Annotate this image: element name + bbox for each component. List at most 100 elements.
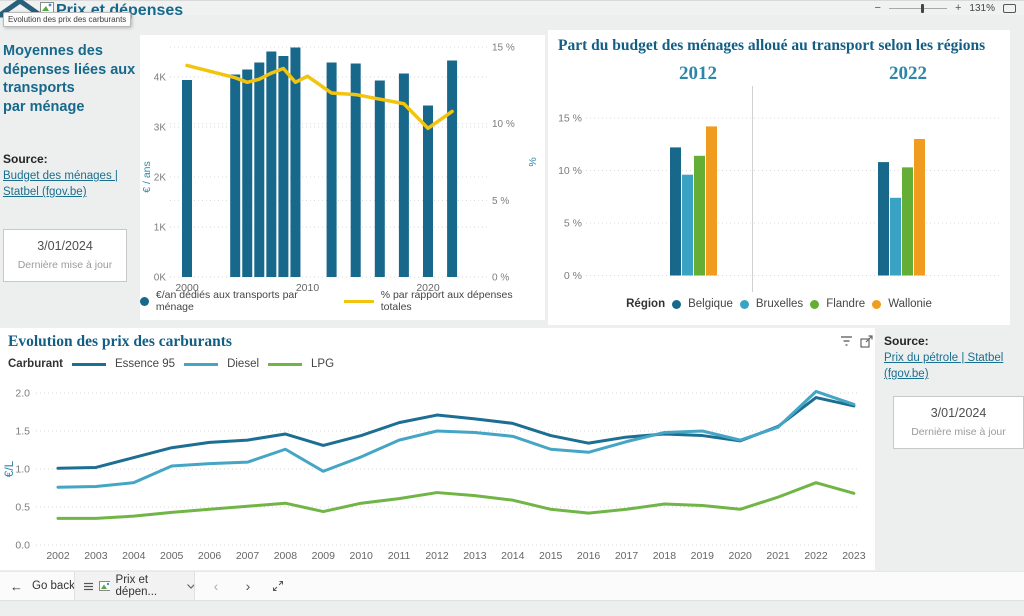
axis-label: 10 % xyxy=(492,119,515,130)
bar-2018[interactable] xyxy=(398,73,409,278)
bar-wallonie-2022[interactable] xyxy=(914,139,925,276)
regions-chart[interactable]: 0 % 5 % 10 % 15 % xyxy=(548,30,1010,296)
axis-label: 0 % xyxy=(564,270,582,282)
axis-label: 2003 xyxy=(84,550,108,562)
zoom-level: 131% xyxy=(969,2,995,14)
left-source-link[interactable]: Budget des ménages | Statbel (fgov.be) xyxy=(3,170,118,199)
bar-series-label: €/an dédiés aux transports par ménage xyxy=(155,289,298,313)
bar-2007[interactable] xyxy=(266,51,277,278)
bar-2004[interactable] xyxy=(230,74,241,278)
fuel-chart[interactable]: 0.0 0.5 1.0 1.5 2.0 2002 2003 2004 2005 2006 2007 2… xyxy=(0,328,875,570)
right-source-link[interactable]: Prix du pétrole | Statbel (fgov.be) xyxy=(884,352,1004,381)
zoom-in-button[interactable]: + xyxy=(954,1,962,14)
zoom-slider[interactable] xyxy=(888,3,947,13)
axis-label: 2020 xyxy=(416,282,440,294)
fit-to-page-button[interactable] xyxy=(268,572,288,600)
bar-bruxelles-2022[interactable] xyxy=(890,197,901,276)
tab-page-icon xyxy=(99,581,110,591)
essence-label: Essence 95 xyxy=(114,358,176,370)
axis-label: 0K xyxy=(154,273,167,284)
bar-2014[interactable] xyxy=(350,63,361,278)
axis-label: 3K xyxy=(154,123,167,134)
bar-belgique-2022[interactable] xyxy=(878,162,889,276)
last-updated-card-left: 3/01/2024 Dernière mise à jour xyxy=(3,229,127,282)
bar-2009[interactable] xyxy=(290,47,301,278)
filter-icon[interactable] xyxy=(840,335,854,348)
axis-label: 2011 xyxy=(388,550,411,562)
bar-belgique-2012[interactable] xyxy=(670,147,681,276)
line-diesel[interactable] xyxy=(56,389,856,489)
axis-label: 2002 xyxy=(46,550,70,562)
bar-2008[interactable] xyxy=(278,56,289,277)
bar-2006[interactable] xyxy=(254,62,265,278)
page-tab[interactable]: Prix et dépen... xyxy=(75,572,195,600)
diesel-swatch xyxy=(184,362,219,366)
zoom-slider-handle[interactable] xyxy=(920,3,924,13)
flandre-swatch xyxy=(810,299,820,309)
axis-label: 2004 xyxy=(122,550,146,562)
updated-label: Dernière mise à jour xyxy=(17,259,113,271)
go-back-label: Go back xyxy=(32,580,75,592)
axis-label: 2K xyxy=(154,173,167,184)
axis-label: 2005 xyxy=(160,550,184,562)
diesel-label: Diesel xyxy=(227,358,260,370)
bar-wallonie-2012[interactable] xyxy=(706,126,717,276)
fit-to-width-icon[interactable] xyxy=(1003,3,1016,13)
group-header-2012: 2012 xyxy=(679,63,717,84)
regions-legend-title: Région xyxy=(626,298,666,310)
next-page-button[interactable]: › xyxy=(236,572,260,600)
bar-2012[interactable] xyxy=(326,62,337,278)
panel-separator xyxy=(752,86,753,292)
expenses-legend: €/an dédiés aux transports par ménage % … xyxy=(140,289,545,313)
expenses-chart-card: 0K 1K 2K 3K 4K 0 % 5 % 10 % 15 % 2000 2010 2020 € / … xyxy=(140,35,545,320)
y-right-axis-title: % xyxy=(527,157,539,166)
axis-label: 2013 xyxy=(463,550,487,562)
line-series-swatch xyxy=(343,299,374,303)
axis-label: 2018 xyxy=(653,550,677,562)
axis-label: 1K xyxy=(154,223,167,234)
axis-label: 15 % xyxy=(558,113,582,125)
bar-2016[interactable] xyxy=(374,80,385,278)
bar-2000[interactable] xyxy=(182,80,192,277)
zoom-out-button[interactable]: − xyxy=(874,1,881,14)
prev-page-button[interactable]: ‹ xyxy=(204,572,228,600)
updated-date: 3/01/2024 xyxy=(37,239,93,253)
axis-label: 2007 xyxy=(236,550,260,562)
bottom-toolbar: ← Go back Prix et dépen... ‹ › xyxy=(0,571,1024,601)
bar-2005[interactable] xyxy=(242,69,253,278)
bar-series-swatch xyxy=(140,296,149,306)
line-lpg[interactable] xyxy=(56,481,856,520)
line-essence-95[interactable] xyxy=(56,396,856,470)
essence-swatch xyxy=(71,362,106,366)
fuel-legend: Carburant Essence 95 Diesel LPG xyxy=(8,358,334,370)
updated-label: Dernière mise à jour xyxy=(911,426,1006,438)
axis-label: 10 % xyxy=(558,165,582,177)
expenses-chart[interactable]: 0K 1K 2K 3K 4K 0 % 5 % 10 % 15 % 2000 2010 2020 € / … xyxy=(140,35,545,297)
bruxelles-label: Bruxelles xyxy=(755,298,804,310)
bar-flandre-2012[interactable] xyxy=(694,155,705,276)
go-back-button[interactable]: ← Go back xyxy=(10,572,75,600)
focus-mode-icon[interactable] xyxy=(860,335,874,348)
axis-label: 0 % xyxy=(492,273,509,284)
bar-bruxelles-2012[interactable] xyxy=(682,174,693,276)
axis-label: 0.5 xyxy=(15,502,30,514)
updated-date: 3/01/2024 xyxy=(930,406,987,420)
bar-2020[interactable] xyxy=(423,105,433,278)
axis-label: 2023 xyxy=(842,550,866,562)
back-arrow-icon: ← xyxy=(10,578,23,594)
axis-label: 2015 xyxy=(539,550,563,562)
chevron-down-icon xyxy=(187,583,195,589)
axis-label: 2019 xyxy=(691,550,715,562)
belgique-swatch xyxy=(672,299,682,309)
axis-label: 2014 xyxy=(501,550,525,562)
regions-chart-card: Part du budget des ménages alloué au tra… xyxy=(548,30,1010,325)
pct-line[interactable] xyxy=(185,63,454,131)
bar-2022[interactable] xyxy=(447,60,458,278)
axis-label: 5 % xyxy=(564,218,582,230)
toolbar-separator xyxy=(194,572,195,600)
status-bar: − + 131% xyxy=(0,0,1024,15)
axis-label: 2.0 xyxy=(15,388,30,400)
bar-flandre-2022[interactable] xyxy=(902,167,913,276)
axis-label: 2021 xyxy=(766,550,790,562)
right-source-label: Source: Prix du pétrole | Statbel (fgov.… xyxy=(884,332,1003,382)
